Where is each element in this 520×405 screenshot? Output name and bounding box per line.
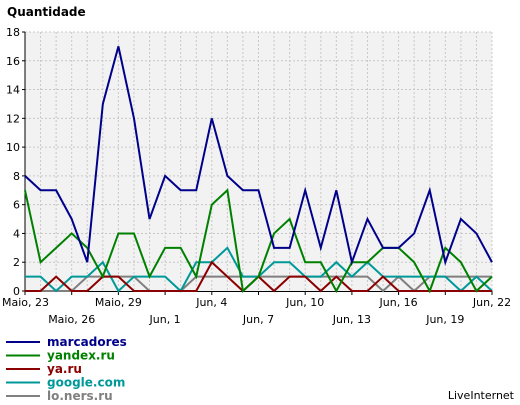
plot-area: 0 2 4 6 8 10 12 14 16 18 Maio, 23 Maio, 29 Jun, 4 Jun… bbox=[2, 26, 511, 326]
x-tick-label: Jun, 13 bbox=[332, 313, 371, 326]
x-tick-label: Jun, 22 bbox=[472, 296, 511, 309]
legend-label-google-com: google.com bbox=[47, 376, 125, 390]
y-tick-label: 12 bbox=[6, 112, 20, 125]
legend-label-marcadores: marcadores bbox=[47, 335, 127, 349]
y-tick-label: 4 bbox=[13, 227, 20, 240]
x-tick-label: Maio, 23 bbox=[2, 296, 49, 309]
chart-title: Quantidade bbox=[7, 5, 86, 19]
series-line-marcadores bbox=[24, 46, 493, 266]
x-tick-label: Jun, 4 bbox=[195, 296, 227, 309]
y-tick-label: 16 bbox=[6, 55, 20, 68]
watermark: LiveInternet bbox=[448, 389, 515, 402]
legend-label-ya-ru: ya.ru bbox=[47, 362, 82, 376]
legend-label-lo-ners-ru: lo.ners.ru bbox=[47, 389, 113, 403]
x-tick-label: Maio, 26 bbox=[48, 313, 95, 326]
x-tick-label: Maio, 29 bbox=[95, 296, 142, 309]
x-tick-label: Jun, 16 bbox=[379, 296, 418, 309]
legend-label-yandex-ru: yandex.ru bbox=[47, 349, 115, 363]
legend: marcadoresyandex.ruya.rugoogle.comlo.ner… bbox=[6, 335, 127, 403]
x-tick-label: Jun, 1 bbox=[149, 313, 181, 326]
y-tick-label: 14 bbox=[6, 84, 20, 97]
y-tick-label: 0 bbox=[13, 285, 20, 298]
x-tick-label: Jun, 7 bbox=[242, 313, 274, 326]
y-tick-label: 6 bbox=[13, 199, 20, 212]
y-tick-label: 8 bbox=[13, 170, 20, 183]
x-tick-label: Jun, 19 bbox=[425, 313, 464, 326]
y-tick-label: 2 bbox=[13, 256, 20, 269]
x-tick-label: Jun, 10 bbox=[285, 296, 324, 309]
series-line-yandex-ru bbox=[24, 188, 493, 294]
y-tick-label: 18 bbox=[6, 26, 20, 39]
y-tick-label: 10 bbox=[6, 141, 20, 154]
